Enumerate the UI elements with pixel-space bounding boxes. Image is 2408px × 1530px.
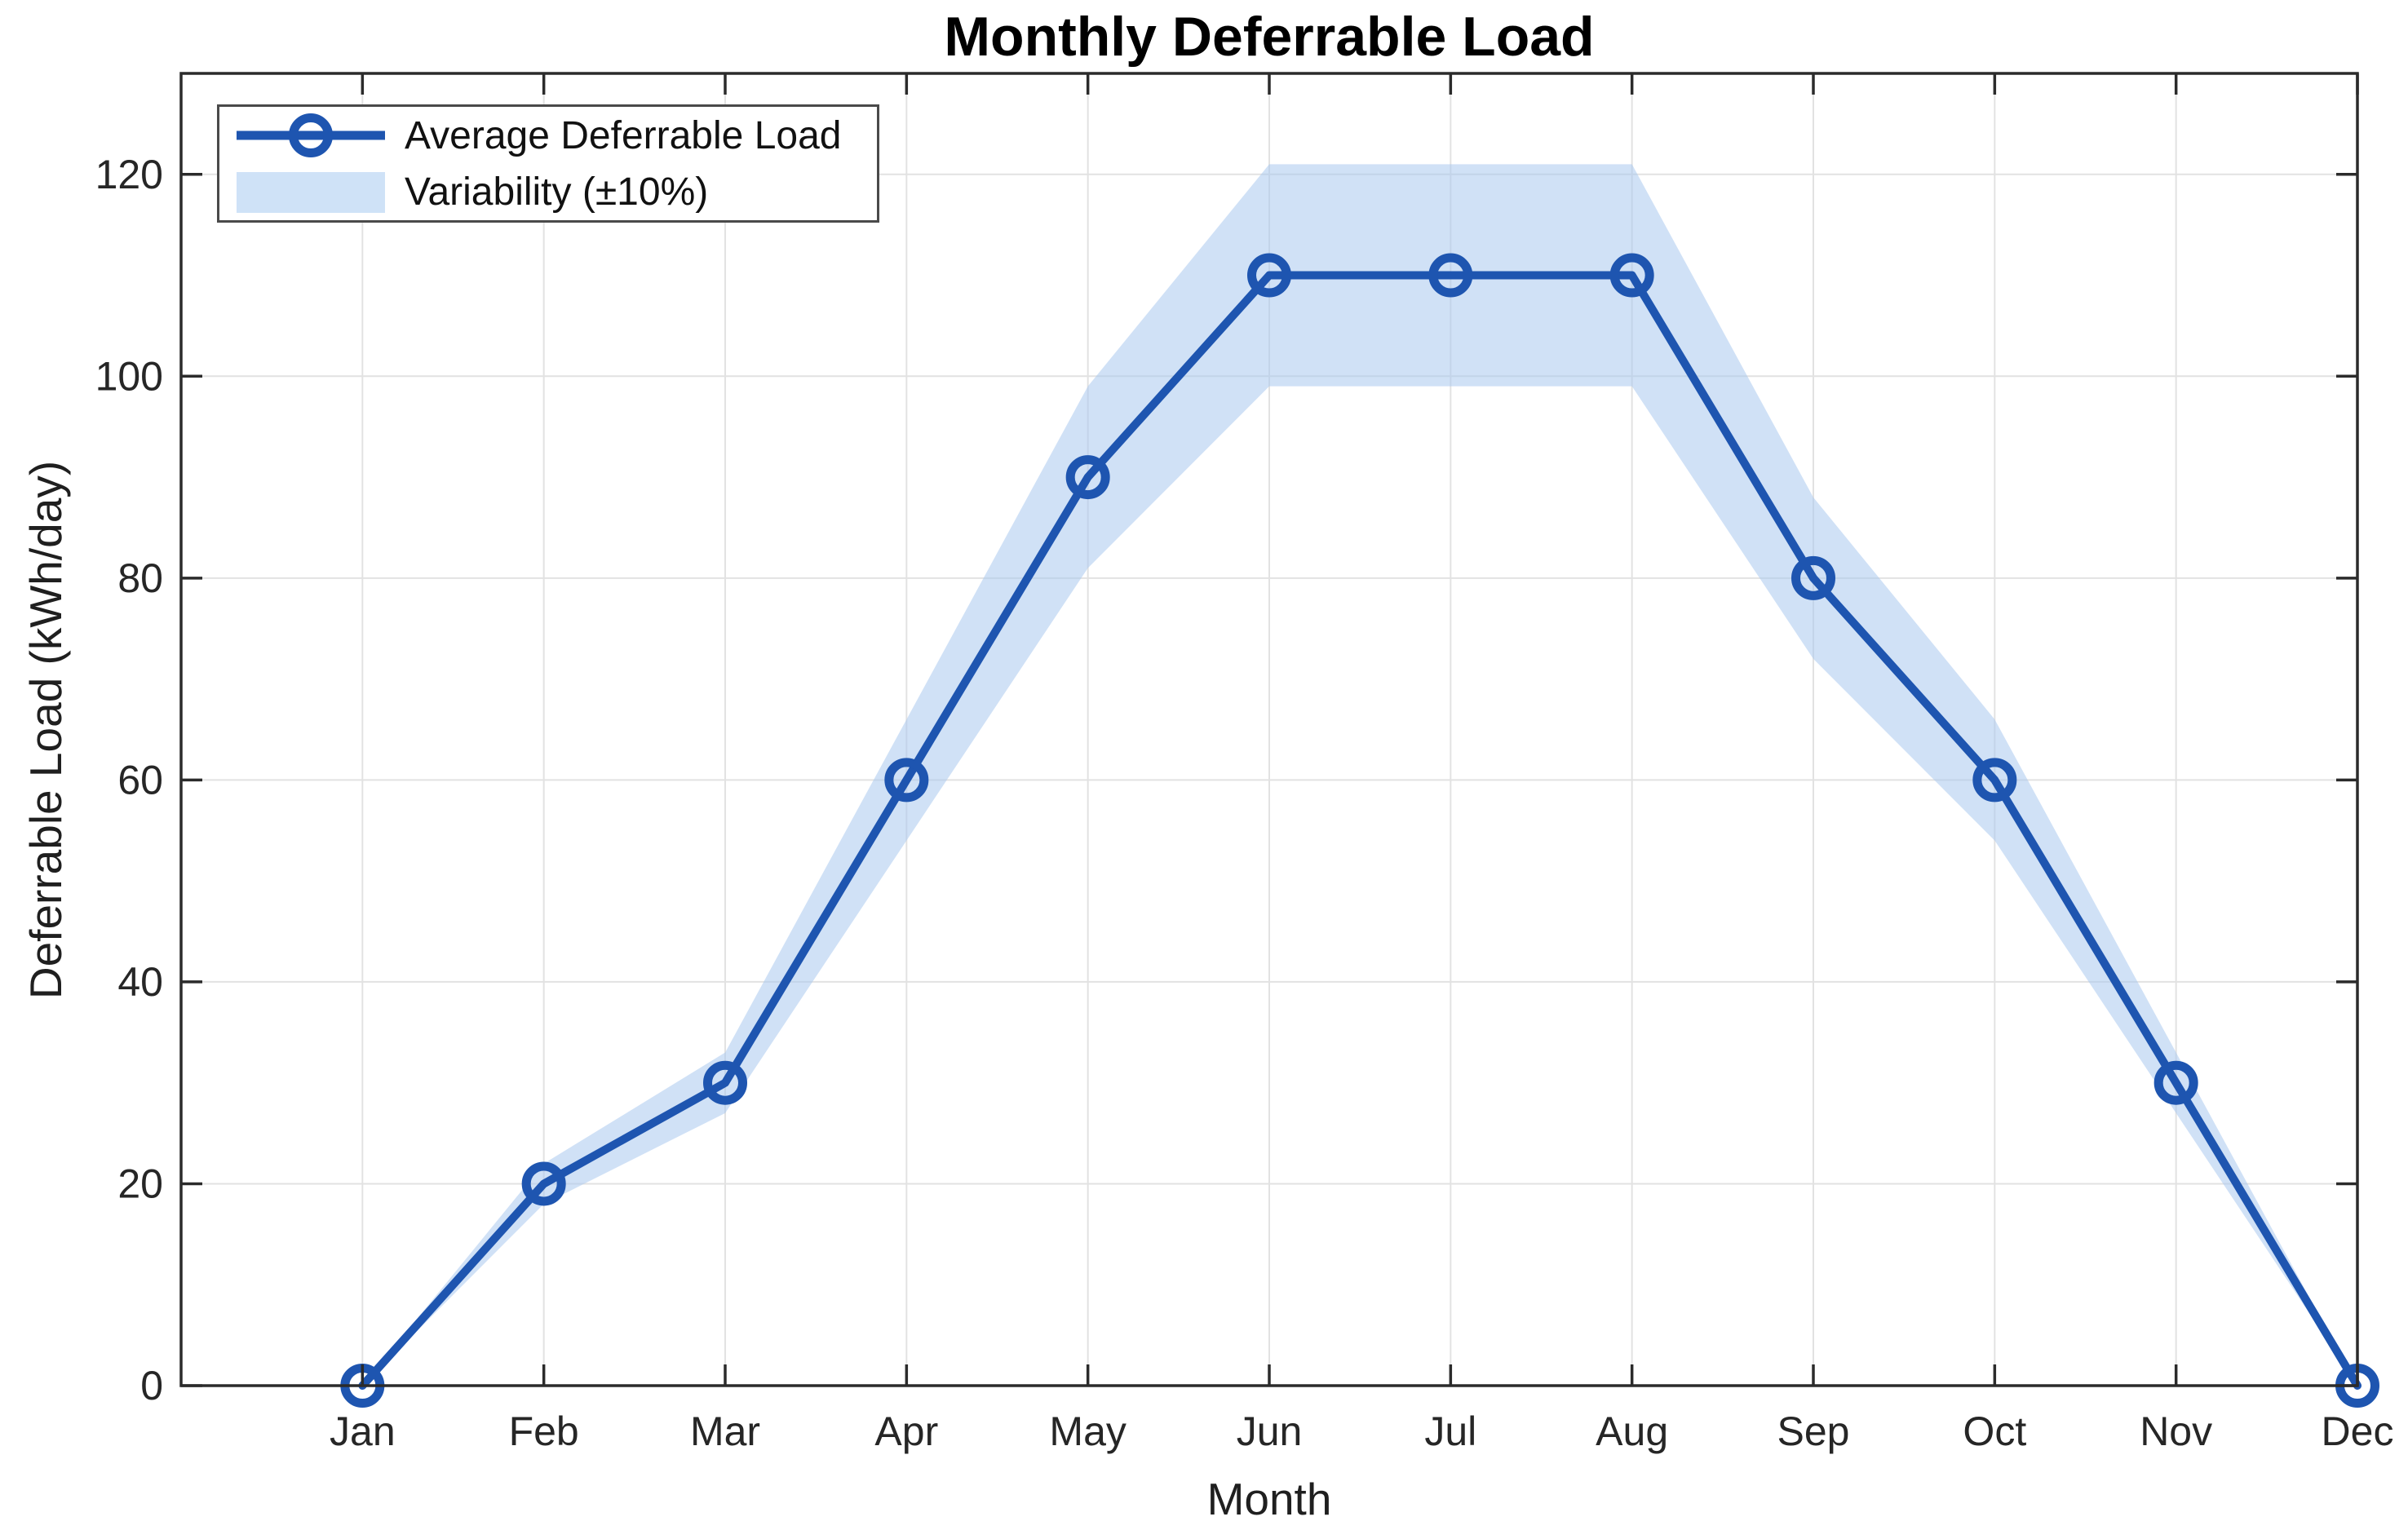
legend: Average Deferrable Load Variability (±10… [217, 104, 879, 223]
y-tick-label: 100 [95, 353, 163, 399]
variability-band-polygon [362, 164, 2358, 1386]
x-tick-label: Apr [874, 1408, 938, 1454]
x-tick-label: Mar [690, 1408, 760, 1454]
y-tick-label: 60 [117, 757, 163, 803]
y-tick-label: 20 [117, 1161, 163, 1206]
data-point-marker [1791, 555, 1835, 600]
y-tick-labels: 0 20 40 60 80 100 120 [95, 152, 163, 1408]
data-point-marker [703, 1060, 747, 1105]
x-tick-label: Sep [1777, 1408, 1850, 1454]
data-point-marker [1065, 455, 1110, 500]
x-tick-label: May [1049, 1408, 1126, 1454]
data-point-marker [521, 1161, 566, 1206]
x-tick-labels: Jan Feb Mar Apr May Jun Jul Aug Sep Oct Nov Dec [330, 1408, 2393, 1454]
chart-title: Monthly Deferrable Load [944, 6, 1595, 68]
x-tick-label: Aug [1596, 1408, 1668, 1454]
average-load-line [358, 271, 2362, 1390]
x-tick-label: Jun [1237, 1408, 1303, 1454]
legend-line-marker-swatch [237, 113, 385, 157]
series-markers [340, 253, 2379, 1408]
axis-ticks [181, 73, 2359, 1387]
x-tick-label: Jan [330, 1408, 396, 1454]
legend-band-swatch [237, 171, 385, 213]
data-point-marker [1247, 253, 1291, 298]
x-axis-label: Month [1206, 1474, 1332, 1524]
y-tick-label: 120 [95, 152, 163, 197]
variability-band [362, 164, 2358, 1386]
data-point-marker [884, 758, 929, 803]
x-tick-label: Oct [1963, 1408, 2026, 1454]
y-tick-label: 0 [140, 1363, 163, 1408]
data-point-marker [2153, 1060, 2198, 1105]
data-point-marker [1609, 253, 1654, 298]
legend-item-average-load: Average Deferrable Load [219, 107, 877, 164]
series-line [358, 271, 2362, 1390]
data-point-marker [1428, 253, 1473, 298]
y-axis-label: Deferrable Load (kWh/day) [20, 460, 71, 1000]
y-tick-label: 40 [117, 959, 163, 1005]
legend-item-variability: Variability (±10%) [219, 164, 877, 220]
legend-label-variability: Variability (±10%) [405, 170, 709, 214]
y-tick-label: 80 [117, 555, 163, 601]
data-point-marker [1972, 758, 2017, 803]
x-tick-label: Nov [2140, 1408, 2212, 1454]
x-tick-label: Jul [1424, 1408, 1476, 1454]
x-tick-label: Dec [2322, 1408, 2394, 1454]
x-tick-label: Feb [509, 1408, 579, 1454]
legend-label-average-load: Average Deferrable Load [405, 113, 842, 157]
